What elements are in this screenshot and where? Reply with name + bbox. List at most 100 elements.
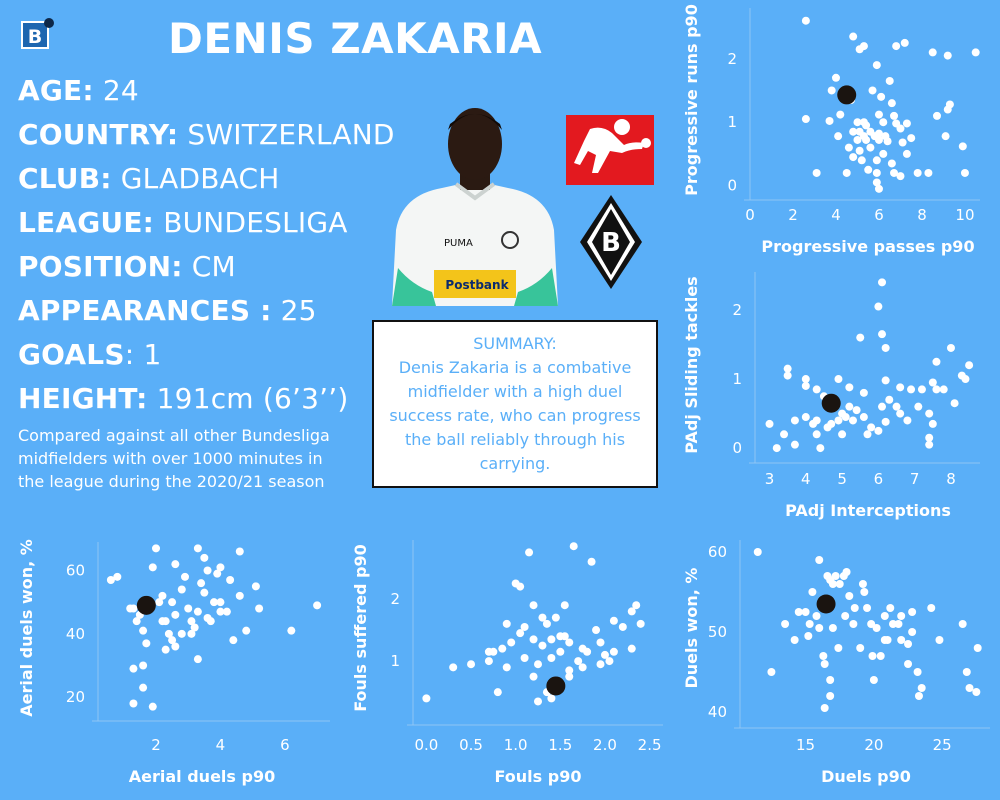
scatter-point (200, 588, 209, 597)
x-tick-label: 6 (874, 470, 884, 488)
scatter-point (493, 688, 502, 697)
x-tick-label: 2.0 (593, 736, 617, 754)
player-highlight-point (136, 595, 156, 615)
x-tick-label: 20 (864, 736, 883, 754)
scatter-point (551, 613, 560, 622)
scatter-point (129, 604, 138, 613)
scatter-point (596, 660, 605, 669)
y-tick-label: 20 (66, 688, 85, 706)
scatter-point (878, 278, 887, 287)
scatter-point (850, 604, 859, 612)
stat-value: CM (182, 250, 236, 283)
scatter-point (534, 697, 542, 706)
scatter-point (827, 86, 836, 95)
scatter-point (560, 601, 569, 610)
stat-label: APPEARANCES : (18, 294, 272, 327)
scatter-point (885, 395, 894, 404)
scatter-point (502, 619, 511, 628)
scatter-point (866, 143, 875, 152)
scatter-point (815, 556, 824, 564)
scatter-point (200, 553, 209, 562)
scatter-point (876, 652, 885, 660)
scatter-point (896, 409, 905, 418)
scatter-point (801, 375, 810, 384)
scatter-point (605, 657, 614, 666)
scatter-chart: 2 4 6 20 40 60 Aerial duels p90 Aerial duels wo… (17, 539, 330, 786)
x-tick-label: 2.5 (638, 736, 662, 754)
scatter-point (874, 135, 883, 144)
scatter-point (574, 657, 583, 666)
scatter-point (878, 402, 887, 411)
scatter-point (856, 333, 865, 342)
scatter-point (868, 652, 877, 660)
scatter-point (155, 598, 164, 607)
scatter-point (908, 628, 917, 636)
scatter-point (816, 444, 825, 453)
scatter-point (148, 563, 157, 572)
scatter-point (849, 620, 858, 628)
scatter-point (560, 632, 569, 641)
scatter-point (600, 650, 609, 659)
scatter-point (908, 608, 917, 616)
scatter-point (106, 576, 115, 584)
scatter-point (883, 636, 892, 644)
scatter-point (961, 375, 970, 384)
scatter-point (529, 601, 538, 610)
scatter-point (783, 364, 792, 373)
stat-value: SWITZERLAND (178, 118, 395, 151)
scatter-point (489, 647, 498, 656)
scatter-point (177, 585, 186, 594)
y-axis-label: Progressive runs p90 (682, 4, 701, 196)
scatter-point (894, 620, 903, 628)
scatter-point (168, 636, 177, 645)
scatter-chart: 0.0 0.5 1.0 1.5 2.0 2.5 1 2 Fouls p90 Fouls suffe… (351, 540, 663, 786)
scatter-point (897, 636, 906, 644)
scatter-point (826, 676, 835, 684)
player-name: DENIS ZAKARIA (168, 14, 543, 63)
scatter-point (226, 576, 235, 584)
scatter-point (139, 661, 148, 670)
scatter-point (313, 601, 322, 610)
scatter-point (941, 132, 950, 141)
x-tick-label: 10 (955, 206, 974, 224)
scatter-point (913, 168, 922, 177)
svg-text:PUMA: PUMA (444, 238, 473, 249)
stat-value: 191cm (6’3’’) (147, 382, 349, 415)
scatter-point (859, 413, 868, 422)
scatter-point (879, 118, 888, 127)
scatter-point (516, 629, 525, 638)
scatter-point (520, 622, 529, 631)
scatter-point (927, 604, 936, 612)
scatter-point (801, 608, 810, 616)
scatter-point (255, 604, 264, 613)
gladbach-crest-icon: B (580, 195, 642, 289)
scatter-point (132, 617, 141, 626)
scatter-point (872, 168, 881, 177)
y-axis-label: Fouls suffered p90 (351, 544, 370, 711)
scatter-point (902, 149, 911, 158)
scatter-point (790, 416, 799, 425)
y-tick-label: 2 (727, 50, 737, 68)
scatter-point (809, 419, 818, 428)
scatter-point (881, 417, 890, 426)
scatter-point (950, 399, 959, 408)
scatter-point (890, 168, 899, 177)
stat-label: COUNTRY: (18, 118, 179, 151)
scatter-point (222, 607, 231, 616)
scatter-point (835, 580, 844, 588)
y-tick-label: 1 (732, 370, 742, 388)
scatter-point (867, 620, 876, 628)
scatter-point (168, 598, 177, 607)
scatter-point (547, 635, 556, 644)
x-tick-label: 2 (151, 736, 161, 754)
scatter-point (849, 127, 858, 136)
scatter-point (139, 626, 148, 635)
player-highlight-point (816, 594, 836, 614)
scatter-point (878, 330, 887, 339)
scatter-point (820, 660, 829, 668)
scatter-point (868, 86, 877, 95)
scatter-point (229, 636, 238, 645)
scatter-point (467, 660, 476, 669)
scatter-point (525, 548, 534, 557)
scatter-point (520, 654, 529, 662)
